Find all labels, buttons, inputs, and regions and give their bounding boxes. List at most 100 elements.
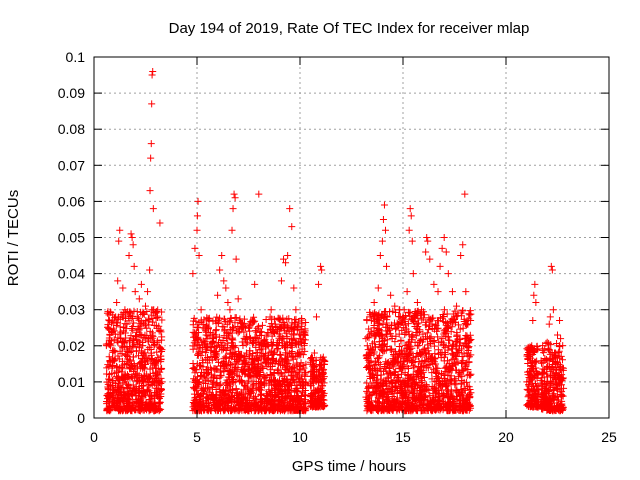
data-point xyxy=(308,367,316,375)
data-point xyxy=(189,270,197,278)
data-point xyxy=(145,407,153,415)
data-point xyxy=(112,373,120,381)
data-point xyxy=(238,403,246,411)
data-point xyxy=(387,386,395,394)
data-point xyxy=(157,326,165,334)
data-point xyxy=(399,364,407,372)
data-point xyxy=(245,321,253,329)
data-point xyxy=(242,333,250,341)
data-point xyxy=(374,319,382,327)
data-point xyxy=(149,332,157,340)
data-point xyxy=(283,382,291,390)
data-point xyxy=(193,212,201,220)
data-point xyxy=(444,371,452,379)
data-point xyxy=(224,373,232,381)
data-point xyxy=(461,398,469,406)
data-point xyxy=(290,334,298,342)
data-point xyxy=(120,323,128,331)
data-point xyxy=(439,392,447,400)
data-point xyxy=(114,277,122,285)
data-point xyxy=(408,237,416,245)
data-point xyxy=(254,335,262,343)
data-point xyxy=(129,326,137,334)
data-point xyxy=(549,306,557,314)
data-point xyxy=(129,312,137,320)
data-point xyxy=(240,386,248,394)
data-point xyxy=(293,322,301,330)
data-point xyxy=(363,316,371,324)
data-point xyxy=(301,329,309,337)
data-point xyxy=(295,338,303,346)
data-point xyxy=(113,363,121,371)
data-point xyxy=(270,384,278,392)
data-point xyxy=(540,349,548,357)
data-point xyxy=(460,315,468,323)
data-point xyxy=(441,364,449,372)
data-point xyxy=(542,385,550,393)
data-point xyxy=(461,190,469,198)
data-point xyxy=(448,288,456,296)
data-point xyxy=(105,353,113,361)
data-point xyxy=(220,277,228,285)
data-point xyxy=(319,370,327,378)
x-tick-label: 15 xyxy=(395,429,411,445)
data-point xyxy=(240,315,248,323)
data-point xyxy=(116,323,124,331)
data-point xyxy=(202,355,210,363)
data-point xyxy=(438,334,446,342)
data-point xyxy=(321,358,329,366)
data-point xyxy=(295,377,303,385)
data-point xyxy=(297,326,305,334)
data-point xyxy=(244,365,252,373)
data-point xyxy=(146,365,154,373)
data-point xyxy=(115,237,123,245)
data-point xyxy=(262,357,270,365)
data-point xyxy=(318,360,326,368)
data-point xyxy=(123,345,131,353)
data-point xyxy=(455,369,463,377)
data-point xyxy=(404,344,412,352)
data-point xyxy=(138,358,146,366)
data-point xyxy=(311,362,319,370)
data-point xyxy=(293,361,301,369)
data-point xyxy=(424,356,432,364)
data-point xyxy=(432,367,440,375)
data-point xyxy=(462,396,470,404)
data-point xyxy=(240,395,248,403)
data-point xyxy=(281,361,289,369)
data-point xyxy=(378,237,386,245)
data-point xyxy=(255,403,263,411)
data-point xyxy=(274,314,282,322)
data-point xyxy=(451,375,459,383)
data-point xyxy=(296,366,304,374)
data-point xyxy=(371,332,379,340)
data-point xyxy=(363,342,371,350)
data-point xyxy=(543,338,551,346)
data-point xyxy=(215,318,223,326)
data-point xyxy=(145,374,153,382)
data-point xyxy=(215,404,223,412)
data-point xyxy=(231,319,239,327)
data-point xyxy=(252,343,260,351)
data-point xyxy=(459,307,467,315)
data-point xyxy=(130,262,138,270)
y-tick-label: 0.03 xyxy=(58,302,85,318)
data-point xyxy=(127,230,135,238)
data-point xyxy=(121,391,129,399)
data-point xyxy=(295,405,303,413)
data-point xyxy=(280,255,288,263)
data-point xyxy=(145,343,153,351)
data-point xyxy=(383,316,391,324)
data-point xyxy=(224,387,232,395)
data-point xyxy=(239,357,247,365)
data-point xyxy=(531,402,539,410)
data-point xyxy=(539,396,547,404)
data-point xyxy=(445,394,453,402)
data-point xyxy=(524,393,532,401)
data-point xyxy=(376,391,384,399)
data-point xyxy=(430,280,438,288)
data-point xyxy=(150,306,158,314)
data-point xyxy=(401,350,409,358)
data-point xyxy=(390,368,398,376)
